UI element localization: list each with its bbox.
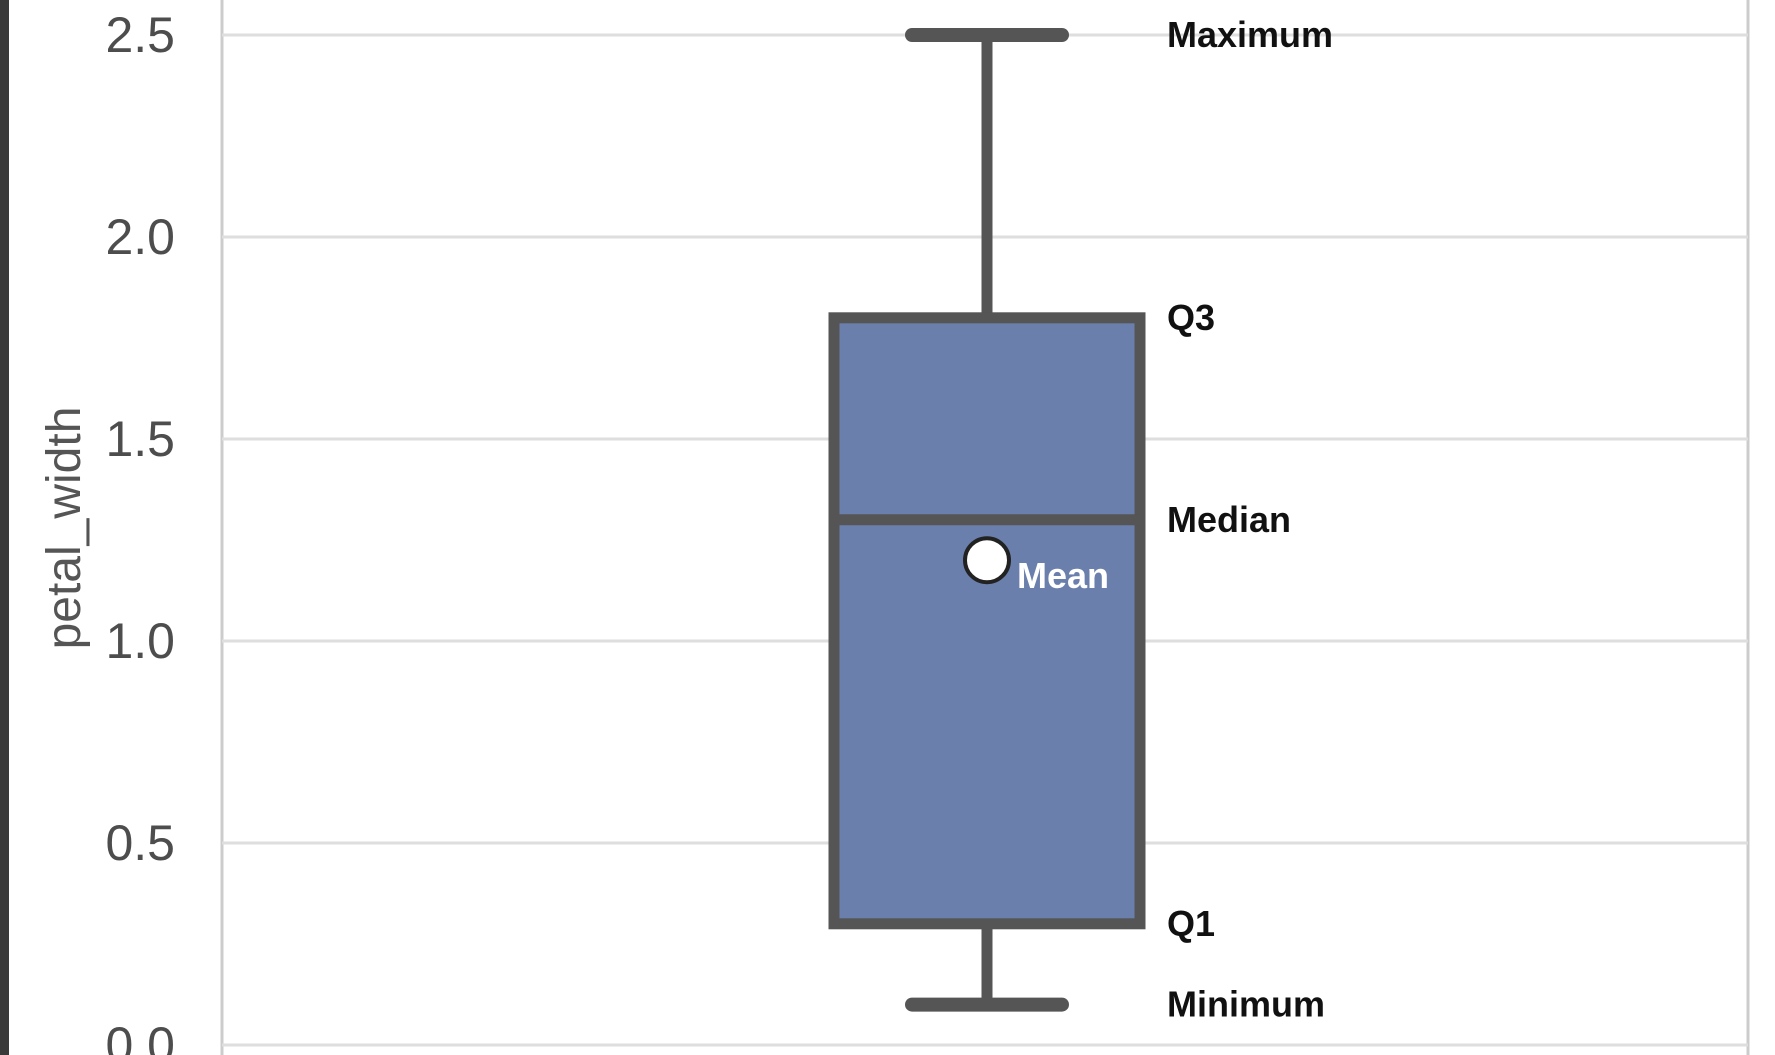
y-axis-label: petal_width bbox=[38, 407, 91, 650]
iqr-box bbox=[828, 312, 1146, 930]
box-plot bbox=[828, 28, 1146, 1012]
y-tick-label: 1.5 bbox=[105, 411, 175, 467]
q3-label: Q3 bbox=[1167, 297, 1215, 338]
mean-label: Mean bbox=[1017, 555, 1109, 596]
y-tick-label: 0.5 bbox=[105, 815, 175, 871]
y-tick-label: 0.0 bbox=[105, 1017, 175, 1055]
annotations: Maximum Q3 Median Q1 Minimum Mean bbox=[1017, 14, 1333, 1025]
mean-marker bbox=[963, 536, 1011, 585]
median-label: Median bbox=[1167, 499, 1291, 540]
maximum-label: Maximum bbox=[1167, 14, 1333, 55]
y-tick-label: 1.0 bbox=[105, 613, 175, 669]
y-tick-label: 2.5 bbox=[105, 7, 175, 63]
q1-label: Q1 bbox=[1167, 903, 1215, 944]
y-tick-labels: 0.0 0.5 1.0 1.5 2.0 2.5 bbox=[105, 7, 175, 1055]
minimum-label: Minimum bbox=[1167, 984, 1325, 1025]
y-tick-label: 2.0 bbox=[105, 209, 175, 265]
left-frame-strip bbox=[0, 0, 9, 1055]
